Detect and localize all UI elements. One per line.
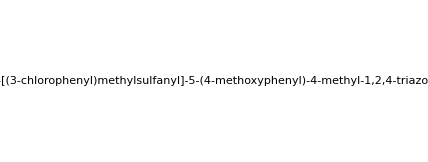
Text: 3-[(3-chlorophenyl)methylsulfanyl]-5-(4-methoxyphenyl)-4-methyl-1,2,4-triazole: 3-[(3-chlorophenyl)methylsulfanyl]-5-(4-… [0,76,428,86]
